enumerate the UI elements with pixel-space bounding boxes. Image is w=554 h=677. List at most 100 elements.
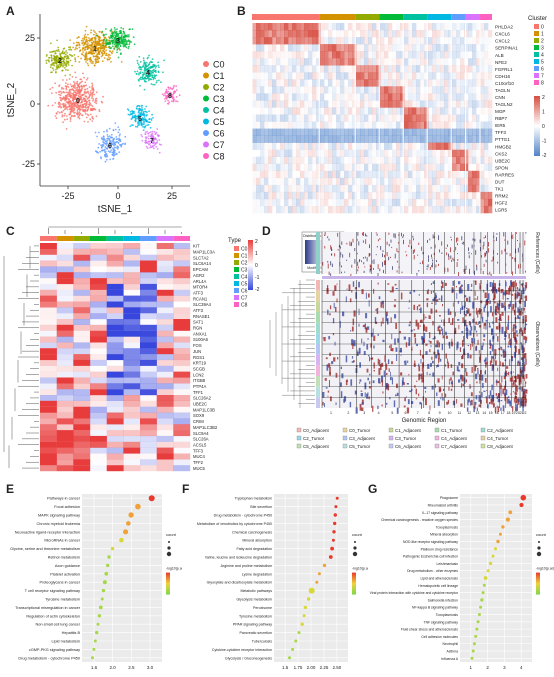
heatmap-cell xyxy=(73,395,91,401)
obs-cell xyxy=(390,376,392,381)
obs-cell xyxy=(491,344,494,352)
heatmap-cell xyxy=(344,100,349,108)
heatmap-cell xyxy=(73,278,91,285)
heatmap-cell xyxy=(40,319,57,325)
ref-cell xyxy=(480,247,481,252)
legend-label: C2 xyxy=(213,83,225,93)
heatmap-cell xyxy=(348,206,353,214)
obs-cell xyxy=(456,292,458,299)
obs-cell xyxy=(489,300,491,304)
heatmap-cell xyxy=(444,149,449,157)
ref-cell xyxy=(458,272,459,277)
tsne-point xyxy=(106,134,109,136)
obs-cell xyxy=(359,382,361,384)
heatmap-cell xyxy=(292,72,296,79)
heatmap-cell xyxy=(268,184,273,193)
obs-cell xyxy=(513,287,515,290)
tsne-point xyxy=(63,118,66,121)
heatmap-cell xyxy=(412,171,416,178)
heatmap-cell xyxy=(404,107,409,115)
heatmap-cell xyxy=(308,100,313,108)
tsne-point xyxy=(63,55,66,58)
heatmap-cell xyxy=(304,191,309,200)
heatmap-cell xyxy=(372,23,377,31)
tsne-point xyxy=(164,97,166,100)
heatmap-cell xyxy=(368,191,373,200)
tsne-point xyxy=(140,68,143,71)
heatmap-cell xyxy=(324,177,329,186)
tsne-point xyxy=(73,86,76,89)
tsne-point xyxy=(109,47,112,50)
heatmap-cell xyxy=(284,184,289,193)
obs-cell xyxy=(525,381,527,384)
heatmap-cell xyxy=(280,23,285,31)
heatmap-cell xyxy=(256,198,261,207)
ref-cell xyxy=(366,257,368,262)
heatmap-cell xyxy=(272,198,277,207)
heatmap-cell xyxy=(308,58,313,66)
heatmap-cell xyxy=(396,156,401,164)
heatmap-cell xyxy=(328,30,333,38)
heatmap-cell xyxy=(448,135,453,143)
heatmap-cell xyxy=(123,459,141,466)
obs-cell xyxy=(491,364,494,371)
heatmap-cell xyxy=(360,72,365,80)
obs-cell xyxy=(471,337,474,343)
heatmap-cell xyxy=(392,93,397,101)
heatmap-cell xyxy=(336,184,341,193)
heatmap-cell xyxy=(388,72,393,80)
heatmap-cell xyxy=(412,206,417,214)
tsne-point xyxy=(152,66,154,68)
heatmap-cell xyxy=(368,79,373,87)
heatmap-cell xyxy=(404,156,409,164)
type-bar xyxy=(73,236,90,241)
legend-title: Type xyxy=(228,238,242,244)
obs-cell xyxy=(513,376,516,379)
heatmap-cell xyxy=(173,324,191,331)
heatmap-cell xyxy=(456,135,461,143)
heatmap-cell xyxy=(480,93,485,101)
heatmap-cell xyxy=(464,58,468,65)
heatmap-cell xyxy=(440,191,445,200)
heatmap-cell xyxy=(156,319,174,325)
tsne-point xyxy=(69,39,72,41)
heatmap-cell xyxy=(123,278,141,285)
heatmap-cell xyxy=(408,178,412,185)
scale-tick: -1 xyxy=(542,139,547,145)
obs-cell xyxy=(522,351,524,354)
heatmap-cell xyxy=(304,58,309,66)
ref-cell xyxy=(463,269,465,273)
ref-cell xyxy=(384,260,386,265)
legend-label: C3 xyxy=(241,268,248,274)
heatmap-cell xyxy=(364,128,369,136)
obs-cell xyxy=(517,374,520,380)
heatmap-cell xyxy=(332,44,337,52)
heatmap-cell xyxy=(304,100,309,108)
heatmap-cell xyxy=(356,184,361,193)
ref-cell xyxy=(497,253,498,255)
tsne-point xyxy=(121,33,123,35)
tsne-point xyxy=(59,55,62,58)
heatmap-cell xyxy=(260,30,265,38)
tsne-point xyxy=(117,126,120,128)
tsne-point xyxy=(120,27,123,29)
heatmap-cell xyxy=(448,121,453,129)
tsne-point xyxy=(61,115,64,118)
heatmap-cell xyxy=(392,184,397,193)
tsne-point xyxy=(106,58,109,61)
heatmap-cell xyxy=(320,100,325,108)
heatmap-cell xyxy=(276,184,281,193)
heatmap-cell xyxy=(40,301,57,308)
ref-cell xyxy=(482,271,484,275)
heatmap-cell xyxy=(308,198,313,207)
tsne-point xyxy=(90,41,93,44)
tsne-point xyxy=(59,111,61,114)
obs-cell xyxy=(377,334,379,336)
heatmap-cell xyxy=(380,30,385,38)
heatmap-cell xyxy=(156,400,174,407)
heatmap-cell xyxy=(488,30,493,38)
heatmap-cell xyxy=(73,260,91,267)
heatmap-cell xyxy=(472,191,477,200)
heatmap-cell xyxy=(106,243,124,249)
heatmap-cell xyxy=(304,93,309,101)
